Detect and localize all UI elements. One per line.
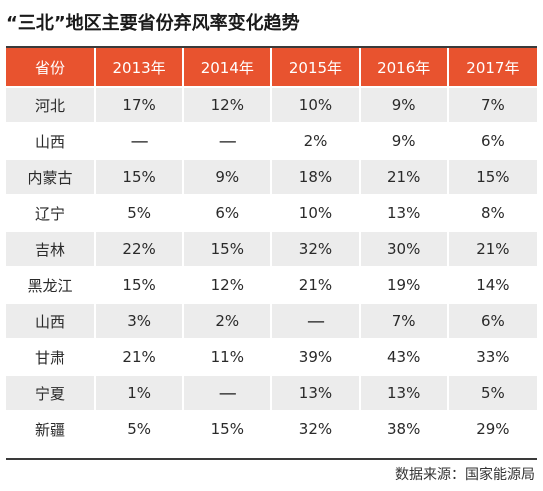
source-note: 数据来源：国家能源局 bbox=[395, 467, 535, 483]
table-row: 甘肃 21% 11% 39% 43% 33% bbox=[6, 338, 537, 374]
column-header-year: 2014年 bbox=[184, 48, 273, 86]
column-header-province: 省份 bbox=[6, 48, 96, 86]
rate-cell: 10% bbox=[272, 194, 361, 230]
header-row: 省份 2013年 2014年 2015年 2016年 2017年 bbox=[6, 48, 537, 86]
table-row: 新疆 5% 15% 32% 38% 29% bbox=[6, 410, 537, 446]
rate-cell: 5% bbox=[96, 410, 185, 446]
rate-cell: — bbox=[184, 374, 273, 410]
rate-cell: 9% bbox=[184, 158, 273, 194]
rate-cell: 10% bbox=[272, 86, 361, 122]
rate-cell: 15% bbox=[184, 410, 273, 446]
title-divider bbox=[6, 46, 537, 48]
rate-cell: 43% bbox=[360, 338, 449, 374]
rate-cell: 7% bbox=[448, 86, 537, 122]
rate-cell: 19% bbox=[360, 266, 449, 302]
rate-cell: 29% bbox=[448, 410, 537, 446]
province-cell: 辽宁 bbox=[6, 194, 96, 230]
rate-cell: 6% bbox=[184, 194, 273, 230]
province-cell: 山西 bbox=[6, 302, 96, 338]
rate-cell: 13% bbox=[360, 194, 449, 230]
column-header-year: 2017年 bbox=[448, 48, 537, 86]
province-cell: 甘肃 bbox=[6, 338, 96, 374]
rate-cell: — bbox=[272, 302, 361, 338]
rate-cell: 8% bbox=[448, 194, 537, 230]
province-cell: 吉林 bbox=[6, 230, 96, 266]
province-cell: 山西 bbox=[6, 122, 96, 158]
rate-cell: 7% bbox=[360, 302, 449, 338]
rate-cell: 21% bbox=[272, 266, 361, 302]
rate-cell: 17% bbox=[96, 86, 185, 122]
rate-cell: 1% bbox=[96, 374, 185, 410]
rate-cell: 12% bbox=[184, 86, 273, 122]
rate-cell: 13% bbox=[272, 374, 361, 410]
province-cell: 内蒙古 bbox=[6, 158, 96, 194]
rate-cell: 2% bbox=[272, 122, 361, 158]
rate-cell: 9% bbox=[360, 122, 449, 158]
rate-cell: 15% bbox=[448, 158, 537, 194]
rate-cell: — bbox=[96, 122, 185, 158]
table-row: 河北 17% 12% 10% 9% 7% bbox=[6, 86, 537, 122]
rate-cell: 22% bbox=[96, 230, 185, 266]
rate-cell: 39% bbox=[272, 338, 361, 374]
rate-cell: 15% bbox=[184, 230, 273, 266]
rate-cell: 11% bbox=[184, 338, 273, 374]
column-header-year: 2013年 bbox=[96, 48, 185, 86]
rate-cell: 15% bbox=[96, 158, 185, 194]
rate-cell: 15% bbox=[96, 266, 185, 302]
rate-cell: 21% bbox=[96, 338, 185, 374]
rate-cell: 5% bbox=[96, 194, 185, 230]
footer: 数据来源：国家能源局 bbox=[6, 458, 537, 488]
table-row: 吉林 22% 15% 32% 30% 21% bbox=[6, 230, 537, 266]
column-header-year: 2015年 bbox=[272, 48, 361, 86]
table-row: 内蒙古 15% 9% 18% 21% 15% bbox=[6, 158, 537, 194]
rate-cell: 33% bbox=[448, 338, 537, 374]
rate-cell: 32% bbox=[272, 410, 361, 446]
rate-cell: 2% bbox=[184, 302, 273, 338]
rate-cell: 12% bbox=[184, 266, 273, 302]
rate-cell: — bbox=[184, 122, 273, 158]
rate-cell: 6% bbox=[448, 302, 537, 338]
rate-cell: 30% bbox=[360, 230, 449, 266]
province-cell: 黑龙江 bbox=[6, 266, 96, 302]
rate-cell: 38% bbox=[360, 410, 449, 446]
table-row: 黑龙江 15% 12% 21% 19% 14% bbox=[6, 266, 537, 302]
province-cell: 河北 bbox=[6, 86, 96, 122]
province-cell: 宁夏 bbox=[6, 374, 96, 410]
table-row: 山西 — —2% 9% 6% bbox=[6, 122, 537, 158]
table-body: 河北 17% 12% 10% 9% 7% 山西 — —2% 9% 6% 内蒙古 15% 9% 18% 21% 1… bbox=[6, 86, 537, 446]
data-table: 省份 2013年 2014年 2015年 2016年 2017年 河北 17% 12% 10% 9… bbox=[6, 48, 537, 446]
rate-cell: 32% bbox=[272, 230, 361, 266]
rate-cell: 18% bbox=[272, 158, 361, 194]
rate-cell: 9% bbox=[360, 86, 449, 122]
rate-cell: 21% bbox=[448, 230, 537, 266]
rate-cell: 14% bbox=[448, 266, 537, 302]
table-row: 山西 3% 2% —7% 6% bbox=[6, 302, 537, 338]
rate-cell: 3% bbox=[96, 302, 185, 338]
rate-cell: 5% bbox=[448, 374, 537, 410]
column-header-year: 2016年 bbox=[360, 48, 449, 86]
chart-title: “三北”地区主要省份弃风率变化趋势 bbox=[6, 13, 300, 34]
rate-cell: 21% bbox=[360, 158, 449, 194]
rate-cell: 13% bbox=[360, 374, 449, 410]
province-cell: 新疆 bbox=[6, 410, 96, 446]
table-row: 宁夏 1% —13% 13% 5% bbox=[6, 374, 537, 410]
rate-cell: 6% bbox=[448, 122, 537, 158]
table-row: 辽宁 5% 6% 10% 13% 8% bbox=[6, 194, 537, 230]
